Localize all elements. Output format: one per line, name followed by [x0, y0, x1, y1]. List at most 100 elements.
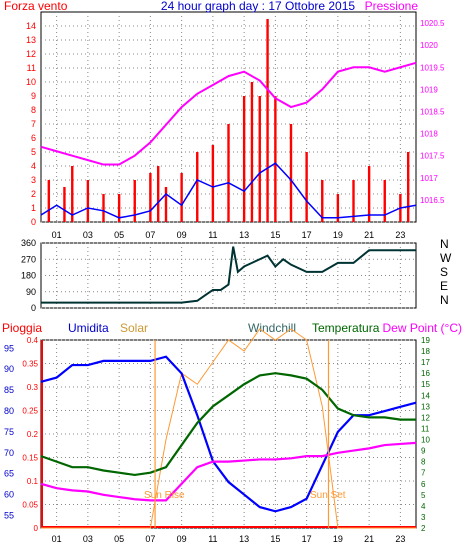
wind-y-tick: 10	[26, 77, 36, 87]
wind-speed-label: Forza vento	[4, 0, 68, 13]
temp-y-tick: 11	[421, 424, 430, 433]
temp-x-tick: 17	[302, 534, 312, 544]
temp-x-tick: 13	[239, 534, 249, 544]
temp-y-tick: 19	[421, 336, 430, 345]
humidity-y-tick: 90	[4, 364, 14, 374]
wind-bar	[250, 82, 254, 222]
temp-y-tick: 15	[421, 380, 430, 389]
wind-bar	[289, 124, 293, 222]
compass-letter: S	[440, 265, 448, 279]
compass-letter: N	[440, 293, 449, 307]
temp-axes: 00.050.10.150.20.250.30.350.455606570758…	[4, 336, 430, 544]
wind-bar	[180, 173, 183, 222]
wind-bar	[63, 187, 66, 222]
wind-bar	[367, 166, 371, 222]
wind-y-tick: 3	[31, 175, 36, 185]
rain-y-tick: 0.4	[27, 336, 39, 345]
rain-y-tick: 0	[34, 524, 39, 533]
wind-bar	[321, 180, 324, 222]
wind-y-tick: 0	[31, 217, 36, 227]
pressure-y-tick: 1017	[420, 174, 438, 183]
rain-y-tick: 0.05	[22, 501, 38, 510]
wind-bar	[149, 173, 152, 222]
temp-y-tick: 16	[421, 369, 430, 378]
wind-x-tick: 05	[114, 230, 124, 240]
rain-y-tick: 0.3	[27, 383, 39, 392]
wind-x-tick: 17	[302, 230, 312, 240]
rain-y-tick: 0.25	[22, 407, 38, 416]
wind-y-tick: 7	[31, 119, 36, 129]
wind-bar	[406, 152, 410, 222]
wind-bar	[258, 96, 261, 222]
pressure-label: Pressione	[365, 0, 419, 13]
temperature-line	[40, 372, 416, 477]
wind-x-tick: 15	[270, 230, 280, 240]
wind-bar	[47, 180, 51, 222]
compass-letter: W	[440, 251, 452, 265]
wind-x-tick: 11	[208, 230, 217, 240]
temp-y-tick: 5	[421, 491, 426, 500]
wind-bar	[383, 180, 386, 222]
rain-y-tick: 0.15	[22, 454, 38, 463]
rain-y-tick: 0.35	[22, 360, 38, 369]
humidity-y-tick: 95	[4, 343, 14, 353]
temp-y-tick: 10	[421, 436, 430, 445]
wind-x-tick: 01	[52, 230, 62, 240]
wind-bar	[305, 152, 308, 222]
direction-line	[41, 246, 416, 304]
temp-y-tick: 7	[421, 469, 426, 478]
wind-x-tick: 19	[333, 230, 343, 240]
windchill-label: Windchill	[248, 321, 296, 335]
direction-grid	[41, 242, 416, 309]
humidity-y-tick: 65	[4, 469, 14, 479]
wind-bar	[227, 124, 230, 222]
humidity-y-tick: 55	[4, 510, 14, 520]
wind-y-tick: 11	[27, 63, 36, 73]
direction-y-tick: 0	[31, 303, 36, 313]
temp-y-tick: 12	[421, 413, 430, 422]
wind-bar	[266, 19, 269, 222]
wind-bar	[86, 180, 90, 222]
temp-y-tick: 18	[421, 347, 430, 356]
wind-bar	[242, 96, 246, 222]
wind-y-tick: 12	[26, 49, 36, 59]
temp-x-tick: 19	[333, 534, 343, 544]
temp-y-tick: 8	[421, 458, 426, 467]
temp-y-tick: 17	[421, 358, 430, 367]
wind-x-tick: 07	[145, 230, 155, 240]
wind-bar	[211, 145, 215, 222]
humidity-label: Umidita	[68, 321, 109, 335]
wind-y-tick: 14	[26, 21, 36, 31]
humidity-y-tick: 75	[4, 427, 14, 437]
temp-x-tick: 01	[52, 534, 62, 544]
wind-bar	[164, 187, 168, 222]
direction-axes: 0 N 90 W 180 S 270 E 360 N	[21, 237, 452, 313]
wind-bar	[274, 96, 277, 222]
wind-y-tick: 8	[31, 105, 36, 115]
wind-y-tick: 1	[31, 203, 36, 213]
wind-y-tick: 5	[31, 147, 36, 157]
wind-y-tick: 4	[31, 161, 36, 171]
temp-series	[40, 328, 417, 529]
temp-y-tick: 9	[421, 447, 426, 456]
temp-x-tick: 11	[208, 534, 217, 544]
direction-y-tick: 90	[26, 287, 36, 297]
pressure-y-tick: 1017.5	[420, 152, 445, 161]
rain-y-tick: 0.1	[27, 477, 39, 486]
wind-x-tick: 09	[177, 230, 187, 240]
wind-bar	[336, 194, 340, 222]
sunset-label: Sun Set	[310, 490, 346, 501]
pressure-y-tick: 1018	[420, 130, 438, 139]
pressure-y-tick: 1020.5	[420, 19, 445, 28]
temp-x-tick: 15	[270, 534, 280, 544]
pressure-y-tick: 1016.5	[420, 196, 445, 205]
rain-y-tick: 0.2	[27, 430, 39, 439]
pressure-y-tick: 1018.5	[420, 107, 445, 116]
temp-y-tick: 2	[421, 524, 426, 533]
temp-x-tick: 05	[114, 534, 124, 544]
wind-series	[40, 19, 417, 222]
temp-y-tick: 6	[421, 480, 426, 489]
wind-y-tick: 6	[31, 133, 36, 143]
rain-label: Pioggia	[2, 321, 42, 335]
direction-series	[41, 246, 416, 304]
